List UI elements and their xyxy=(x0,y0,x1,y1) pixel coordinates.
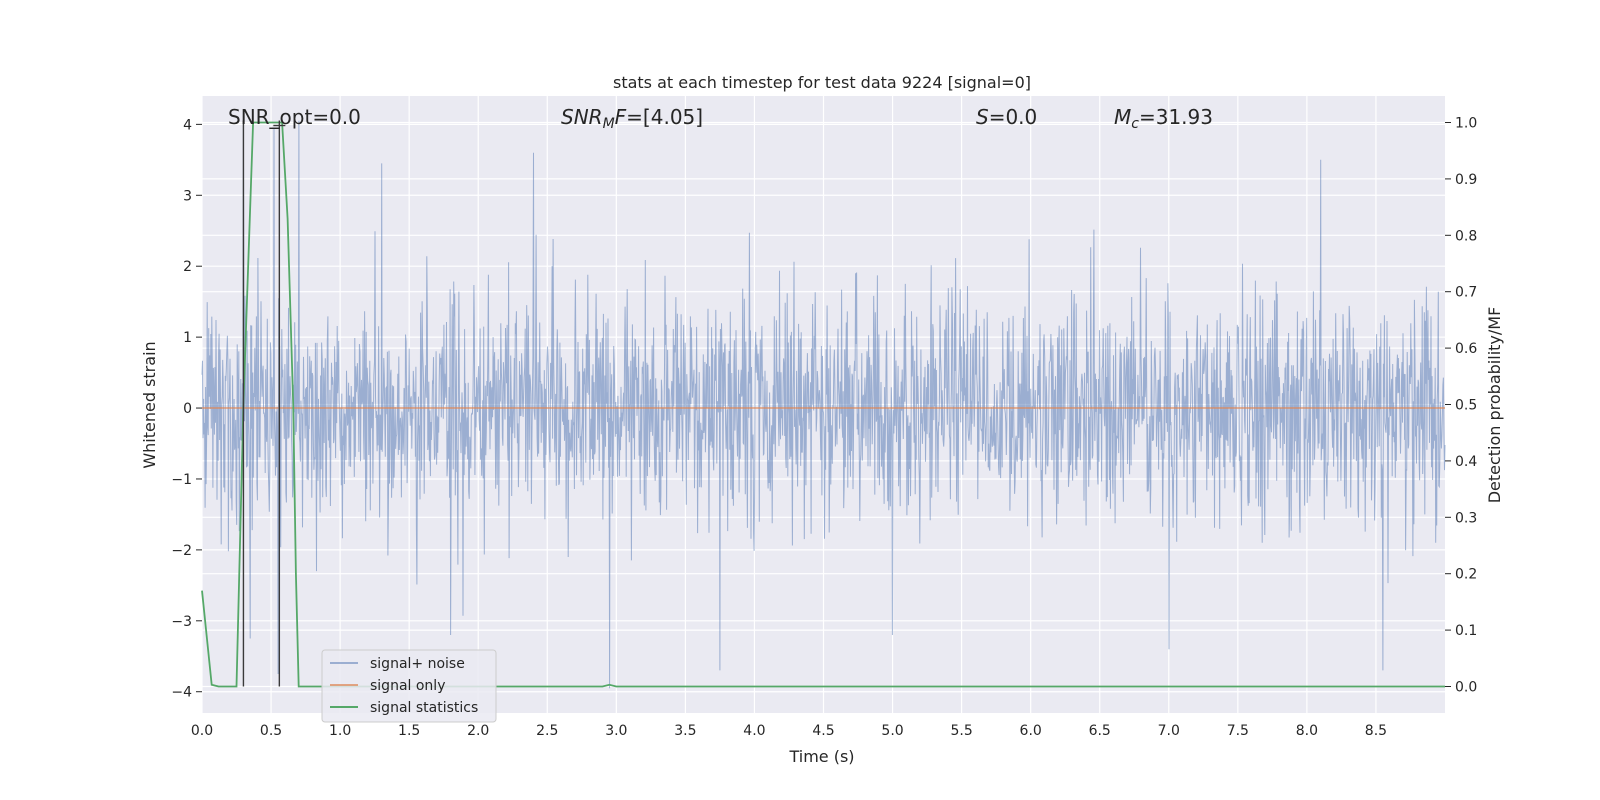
x-axis-label: Time (s) xyxy=(788,747,854,766)
vertical-markers xyxy=(242,120,286,687)
y-right-tick-label: 0.7 xyxy=(1455,285,1477,301)
legend-box xyxy=(321,649,497,723)
x-tick-label: 6.0 xyxy=(1020,723,1042,739)
y-right-tick-label: 0.1 xyxy=(1455,623,1477,639)
y-left-tick-label: 2 xyxy=(183,259,192,275)
mc-value: =31.93 xyxy=(1139,105,1213,129)
x-tick-label: 2.0 xyxy=(467,723,489,739)
y-left-tick-label: −1 xyxy=(171,472,192,488)
annotation-mc: Mc=31.93 xyxy=(1114,105,1213,132)
y-right-tick-label: 0.0 xyxy=(1455,679,1477,695)
y-left-tick-label: 1 xyxy=(183,330,192,346)
x-tick-label: 6.5 xyxy=(1089,723,1111,739)
x-tick-label: 1.5 xyxy=(398,723,420,739)
snr-mf-sub: M xyxy=(603,116,615,132)
y-right-tick-label: 0.9 xyxy=(1455,172,1477,188)
y-right-tick-label: 0.2 xyxy=(1455,567,1477,583)
y-left-tick-labels: −4 −3 −2 −1 0 1 2 3 4 xyxy=(171,117,202,701)
x-tick-label: 4.0 xyxy=(743,723,765,739)
signal-statistics-line xyxy=(201,121,1445,688)
y-right-tick-label: 0.8 xyxy=(1455,228,1477,244)
s-italic: S xyxy=(976,105,989,129)
y-right-tick-label: 1.0 xyxy=(1455,116,1477,132)
legend-label-noise: signal+ noise xyxy=(370,656,465,672)
noise-series xyxy=(201,120,1446,689)
x-tick-label: 2.5 xyxy=(536,723,558,739)
x-tick-label: 4.5 xyxy=(812,723,834,739)
y-left-tick-label: 4 xyxy=(183,117,192,133)
y-left-axis-label: Whitened strain xyxy=(140,341,159,468)
chart-title: stats at each timestep for test data 922… xyxy=(613,73,1031,92)
legend-label-stats: signal statistics xyxy=(370,700,478,716)
s-value: =0.0 xyxy=(989,105,1038,129)
legend-label-signal: signal only xyxy=(370,678,445,694)
annotation-snr-opt: SNR_opt=0.0 xyxy=(228,105,361,129)
mc-italic: M xyxy=(1114,105,1131,129)
x-tick-label: 7.0 xyxy=(1158,723,1180,739)
x-tick-label: 8.0 xyxy=(1296,723,1318,739)
noise-line xyxy=(201,120,1446,689)
y-right-tick-label: 0.3 xyxy=(1455,510,1477,526)
x-tick-label: 5.0 xyxy=(881,723,903,739)
y-left-tick-label: 0 xyxy=(183,401,192,417)
y-left-tick-label: 3 xyxy=(183,188,192,204)
snr-mf-prefix: SNR xyxy=(561,105,603,129)
x-tick-label: 7.5 xyxy=(1227,723,1249,739)
y-right-tick-label: 0.5 xyxy=(1455,398,1477,414)
y-right-tick-label: 0.6 xyxy=(1455,341,1477,357)
x-tick-label: 3.0 xyxy=(605,723,627,739)
annotation-snr-mf: SNRMF=[4.05] xyxy=(561,105,703,132)
snr-mf-suffix: =[4.05] xyxy=(626,105,703,129)
x-tick-label: 0.5 xyxy=(260,723,282,739)
x-tick-label: 0.0 xyxy=(191,723,213,739)
y-right-axis-label: Detection probability/MF xyxy=(1485,307,1504,504)
y-right-tick-label: 0.4 xyxy=(1455,454,1477,470)
annotation-s: S=0.0 xyxy=(976,105,1037,129)
x-tick-label: 3.5 xyxy=(674,723,696,739)
x-tick-labels: 0.0 0.5 1.0 1.5 2.0 2.5 3.0 3.5 4.0 4.5 5.0 5.5 6.0 6… xyxy=(191,723,1387,739)
x-tick-label: 8.5 xyxy=(1365,723,1387,739)
y-right-tick-labels: 0.0 0.1 0.2 0.3 0.4 0.5 0.6 0.7 0.8 0.9 1.0 xyxy=(1445,116,1477,695)
y-left-tick-label: −4 xyxy=(171,685,192,701)
y-left-tick-label: −3 xyxy=(171,614,192,630)
snr-mf-suffix-italic: F xyxy=(615,105,627,129)
mc-sub: c xyxy=(1131,116,1139,132)
x-tick-label: 5.5 xyxy=(950,723,972,739)
legend: signal+ noise signal only signal statist… xyxy=(321,649,497,723)
signal-statistics-series xyxy=(201,121,1445,688)
x-tick-label: 1.0 xyxy=(329,723,351,739)
y-left-tick-label: −2 xyxy=(171,543,192,559)
